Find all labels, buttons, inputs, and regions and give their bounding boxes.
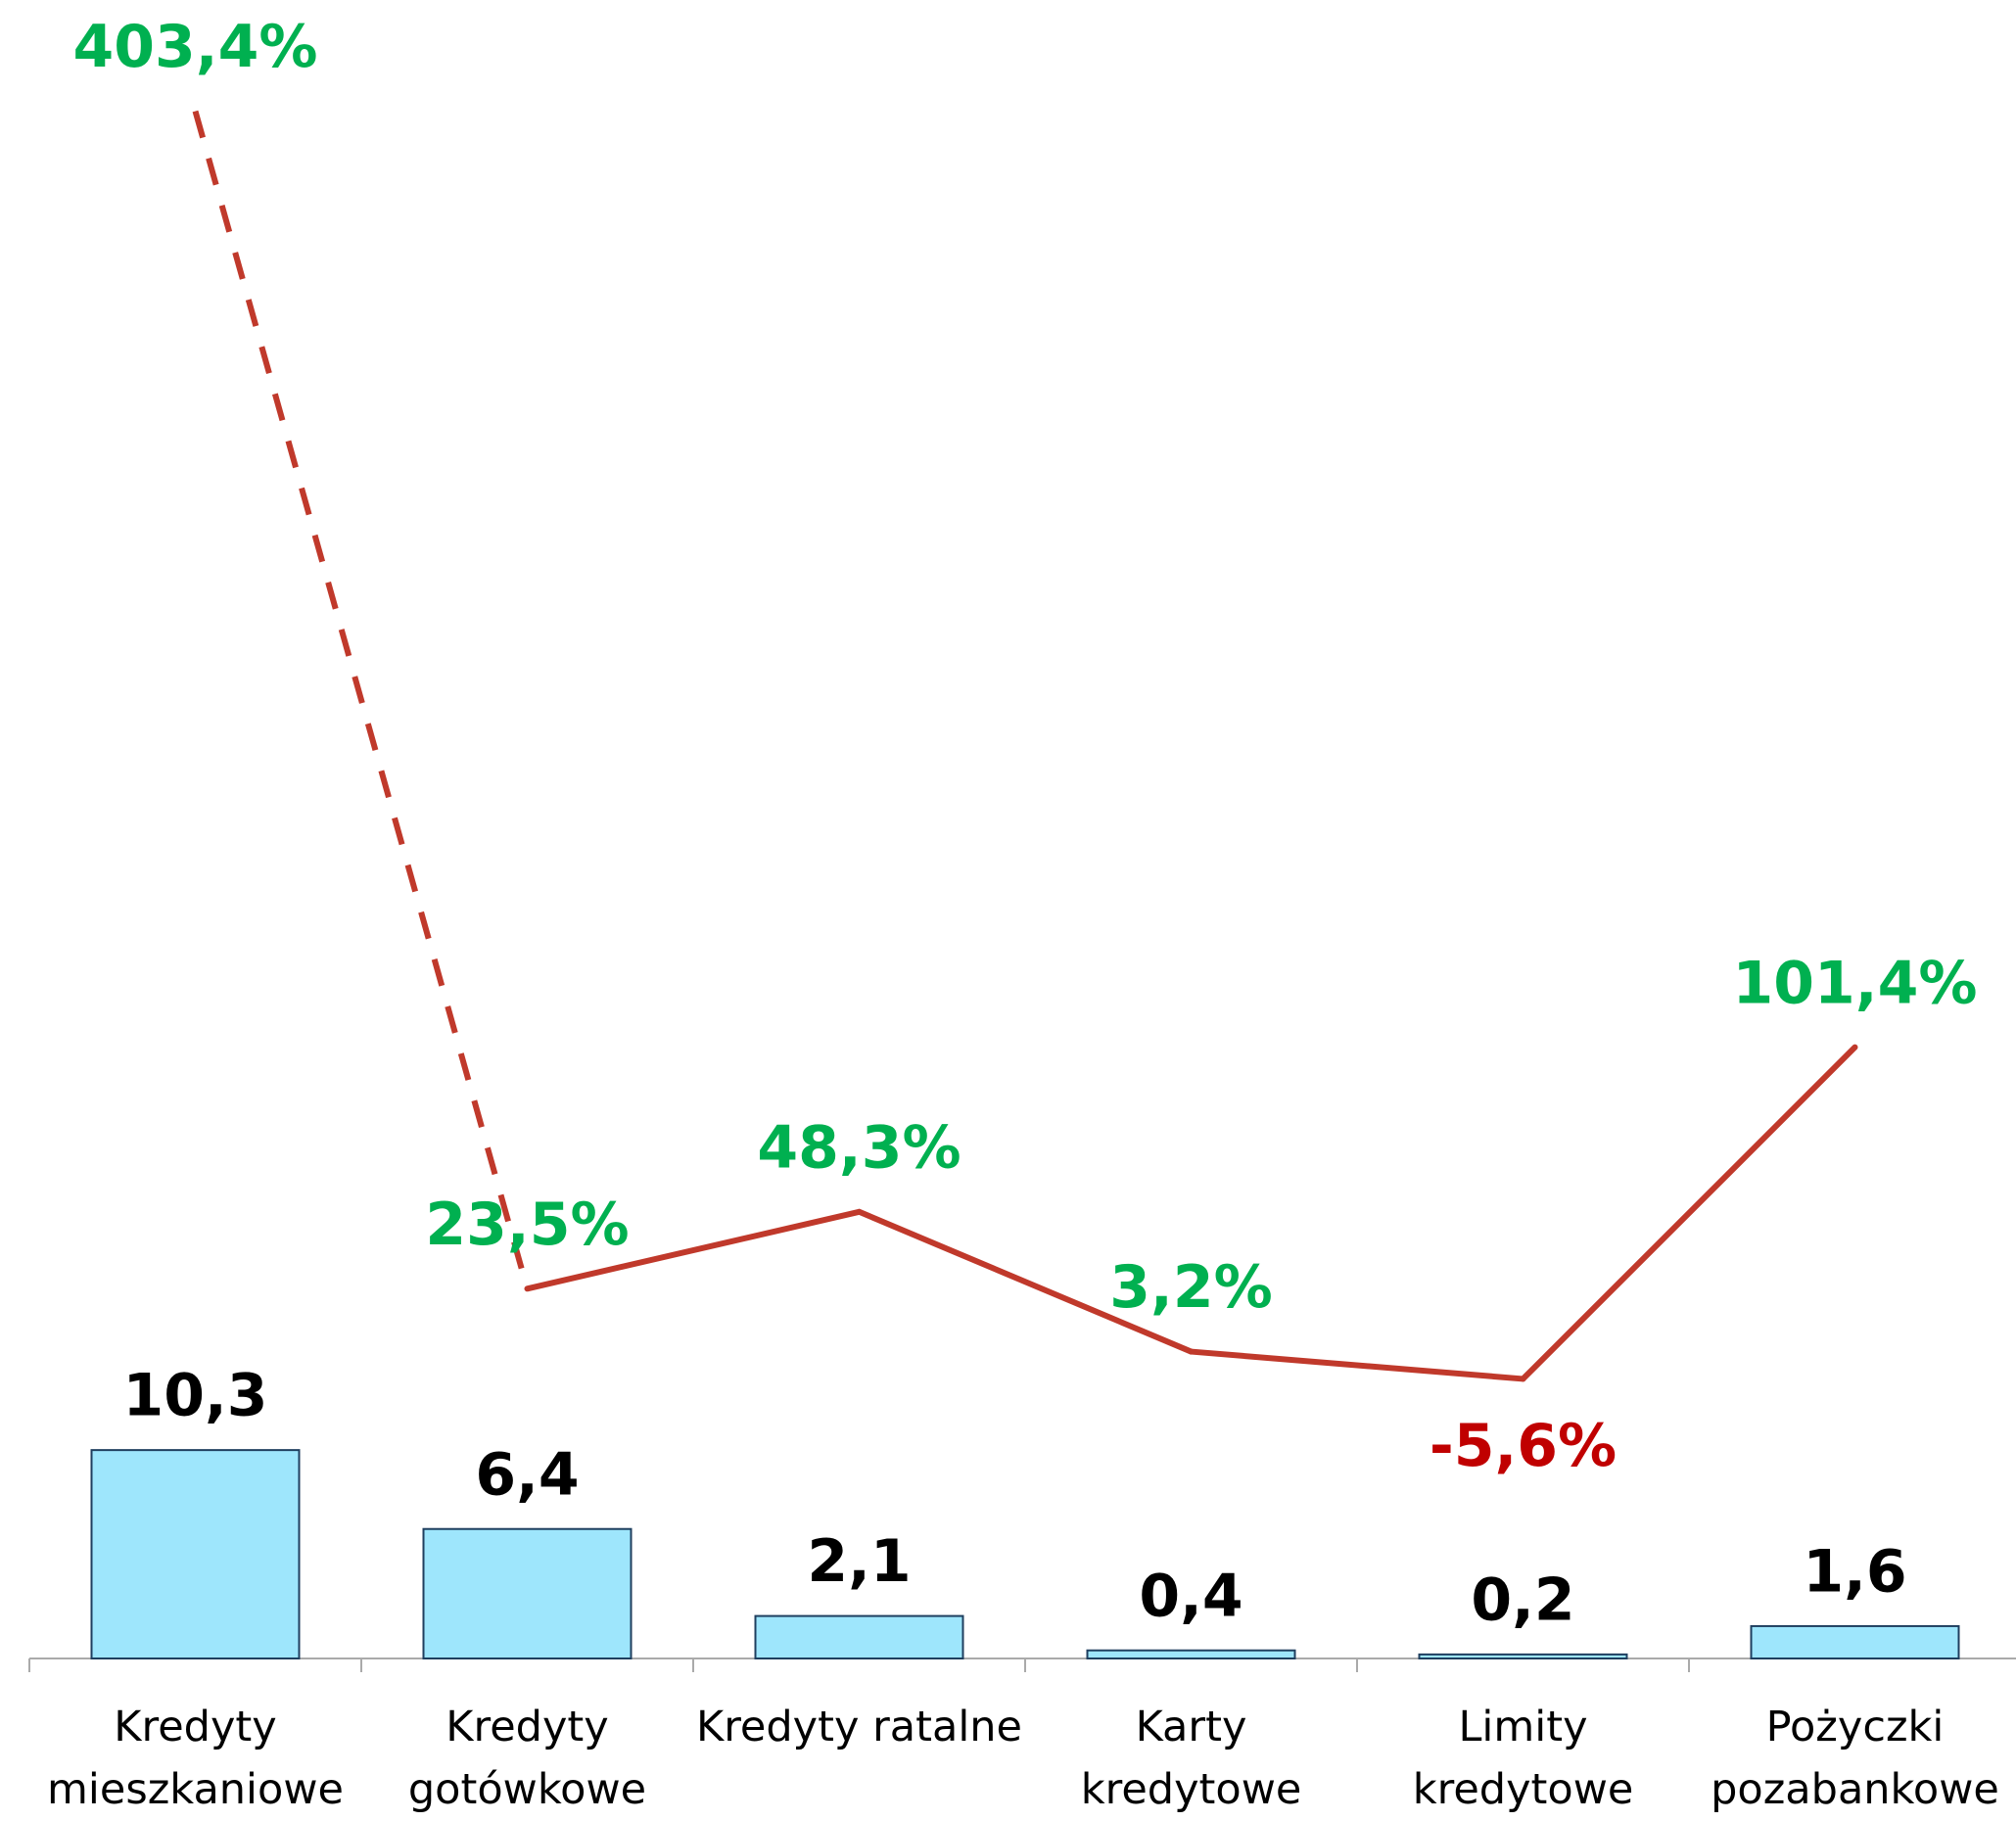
x-tick-label: Karty kredytowe — [1080, 1703, 1302, 1814]
data-label: 1,6 — [1803, 1538, 1906, 1607]
data-label: 23,5% — [425, 1191, 629, 1259]
data-label: 101,4% — [1733, 949, 1978, 1017]
data-label: 3,2% — [1109, 1253, 1272, 1322]
x-tick-label: Kredyty gotówkowe — [407, 1703, 647, 1814]
data-label: -5,6% — [1430, 1412, 1617, 1480]
x-tick-label: Pożyczki pozabankowe — [1711, 1703, 1999, 1814]
line-segment — [192, 110, 531, 1290]
line-segment — [524, 1208, 863, 1292]
bar — [1750, 1624, 1960, 1660]
bar — [754, 1614, 964, 1659]
data-label: 48,3% — [757, 1113, 961, 1182]
data-label: 10,3 — [122, 1362, 267, 1430]
x-tick-label: Limity kredytowe — [1412, 1703, 1634, 1814]
line-segment — [1188, 1348, 1526, 1382]
bar — [1418, 1653, 1628, 1660]
bar — [422, 1527, 633, 1659]
line-segment — [1520, 1044, 1858, 1382]
bar — [1086, 1649, 1296, 1659]
data-label: 2,1 — [807, 1527, 911, 1596]
data-label: 6,4 — [475, 1440, 579, 1509]
bar — [90, 1449, 301, 1659]
data-label: 0,2 — [1471, 1565, 1574, 1634]
line-segment — [856, 1208, 1195, 1355]
data-label: 403,4% — [73, 13, 318, 81]
x-tick-label: Kredyty ratalne — [696, 1703, 1022, 1751]
x-tick-label: Kredyty mieszkaniowe — [47, 1703, 344, 1814]
data-label: 0,4 — [1139, 1562, 1242, 1630]
